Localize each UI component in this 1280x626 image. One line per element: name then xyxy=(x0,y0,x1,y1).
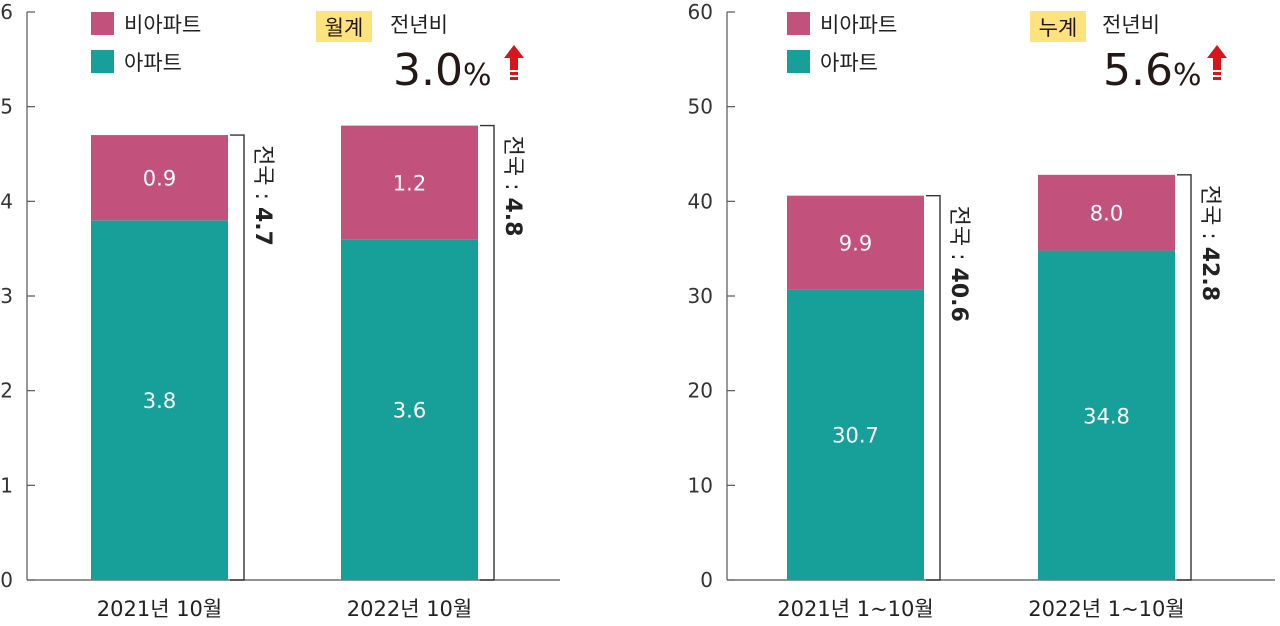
bar-segment-non-apartment xyxy=(91,135,228,221)
total-bracket xyxy=(230,134,245,581)
total-label: 전국 : 40.6 xyxy=(946,206,971,322)
data-label: 30.7 xyxy=(832,424,879,448)
data-label: 8.0 xyxy=(1090,202,1123,226)
legend-swatch xyxy=(787,50,810,73)
yoy-label: 전년비 xyxy=(390,13,448,37)
bar-segment-apartment xyxy=(341,239,478,580)
period-badge: 월계 xyxy=(325,16,364,40)
total-value: 40.6 xyxy=(946,268,971,322)
legend-swatch xyxy=(91,50,114,73)
y-tick-label: 40 xyxy=(688,189,713,213)
total-value: 4.8 xyxy=(500,197,525,236)
total-label: 전국 : 4.8 xyxy=(500,136,525,237)
yoy-unit: % xyxy=(463,58,492,93)
y-tick-label: 0 xyxy=(700,568,713,592)
chart-panel-1: 0 1 2 3 4 5 6 3.8 0.9 전국 : 4.7 2021년 10월 3.6 1.2 전국 :… xyxy=(0,0,560,621)
y-tick-label: 2 xyxy=(0,379,13,403)
total-label: 전국 : 42.8 xyxy=(1197,185,1222,301)
bar-segment-apartment xyxy=(1038,250,1175,580)
x-tick-label: 2022년 1~10월 xyxy=(1028,597,1184,621)
y-tick-label: 6 xyxy=(0,0,13,24)
y-tick-label: 5 xyxy=(0,95,13,119)
arrow-shaft xyxy=(1213,57,1221,70)
arrow-stripe xyxy=(510,72,518,75)
arrow-head xyxy=(1207,45,1227,58)
total-prefix: 전국 : xyxy=(946,206,971,268)
data-label: 9.9 xyxy=(839,232,872,256)
legend-swatch xyxy=(787,12,810,35)
y-tick-label: 60 xyxy=(688,0,713,24)
x-tick-label: 2022년 10월 xyxy=(347,597,472,621)
bar-segment-non-apartment xyxy=(341,125,478,240)
y-tick-label: 4 xyxy=(0,189,13,213)
bar-segment-non-apartment xyxy=(787,195,924,290)
yoy-unit: % xyxy=(1173,58,1202,93)
y-tick-label: 50 xyxy=(688,95,713,119)
legend-label: 비아파트 xyxy=(124,13,201,37)
yoy-value: 3.0% xyxy=(393,45,492,96)
up-arrow-icon xyxy=(1207,45,1227,80)
yoy-value: 5.6% xyxy=(1103,45,1202,96)
total-bracket xyxy=(1177,174,1192,581)
x-tick-label: 2021년 1~10월 xyxy=(777,597,933,621)
data-label: 34.8 xyxy=(1083,404,1130,428)
total-value: 4.7 xyxy=(250,207,275,246)
bar-segment-apartment xyxy=(787,289,924,580)
data-label: 0.9 xyxy=(143,167,176,191)
total-prefix: 전국 : xyxy=(500,136,525,198)
arrow-head xyxy=(504,45,524,58)
arrow-stripe xyxy=(510,77,518,80)
total-bracket xyxy=(480,124,495,581)
chart-panel-2: 0 10 20 30 40 50 60 30.7 9.9 전국 : 40.6 2021년 1~10월… xyxy=(688,0,1275,621)
legend-label: 아파트 xyxy=(124,51,182,75)
badge-background xyxy=(1030,11,1086,42)
arrow-stripe xyxy=(1213,72,1221,75)
y-tick-label: 20 xyxy=(688,379,713,403)
period-badge: 누계 xyxy=(1039,16,1078,40)
total-prefix: 전국 : xyxy=(1197,185,1222,247)
legend-label: 비아파트 xyxy=(820,13,897,37)
arrow-stripe xyxy=(1213,77,1221,80)
data-label: 1.2 xyxy=(393,171,426,195)
bar-segment-apartment xyxy=(91,220,228,580)
badge-background xyxy=(316,11,372,42)
y-tick-label: 30 xyxy=(688,284,713,308)
legend-label: 아파트 xyxy=(820,51,878,75)
y-tick-label: 0 xyxy=(0,568,13,592)
total-value: 42.8 xyxy=(1197,247,1222,301)
arrow-shaft xyxy=(510,57,518,70)
data-label: 3.6 xyxy=(393,399,426,423)
y-tick-label: 3 xyxy=(0,284,13,308)
legend-swatch xyxy=(91,12,114,35)
total-bracket xyxy=(926,194,941,581)
total-prefix: 전국 : xyxy=(250,145,275,207)
data-label: 3.8 xyxy=(143,389,176,413)
yoy-label: 전년비 xyxy=(1102,13,1160,37)
yoy-number: 5.6 xyxy=(1103,45,1173,96)
total-label: 전국 : 4.7 xyxy=(250,145,275,246)
y-tick-label: 10 xyxy=(688,473,713,497)
bar-segment-non-apartment xyxy=(1038,174,1175,251)
up-arrow-icon xyxy=(504,45,524,80)
yoy-number: 3.0 xyxy=(393,45,463,96)
x-tick-label: 2021년 10월 xyxy=(97,597,222,621)
y-tick-label: 1 xyxy=(0,473,13,497)
